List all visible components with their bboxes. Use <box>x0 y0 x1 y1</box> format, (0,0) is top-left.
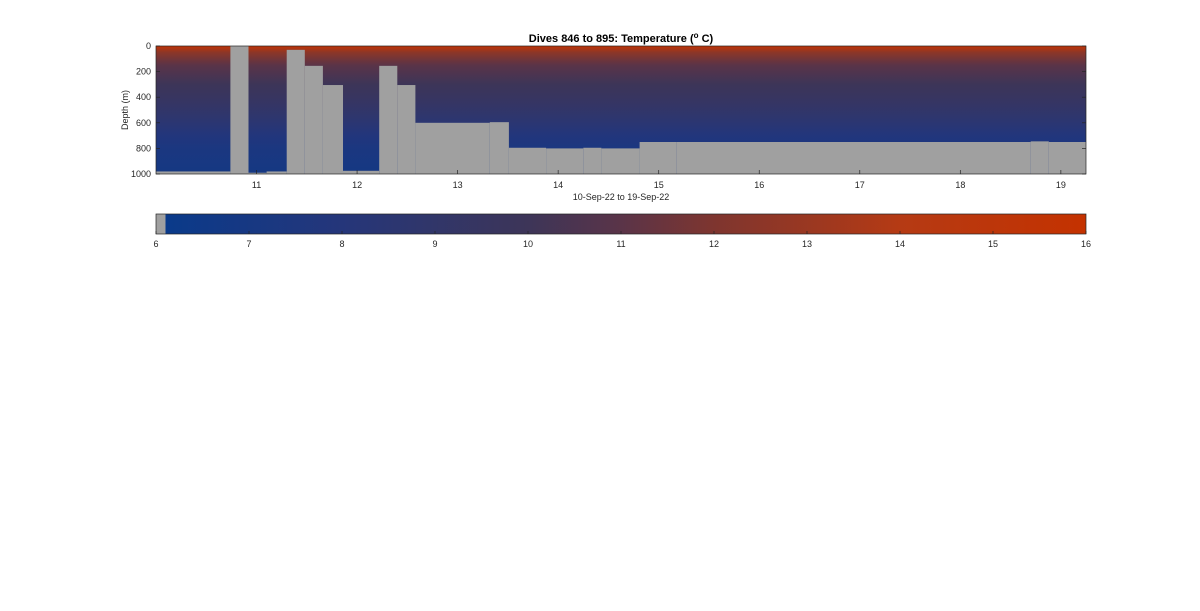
x-tick-label: 17 <box>855 180 865 190</box>
colorbar-tick-label: 13 <box>802 239 812 249</box>
no-data-region <box>397 85 416 174</box>
y-tick-label: 0 <box>146 41 151 51</box>
colorbar-tick-label: 9 <box>432 239 437 249</box>
x-tick-label: 16 <box>754 180 764 190</box>
no-data-region <box>508 147 547 174</box>
no-data-regions <box>156 46 1086 175</box>
no-data-region <box>1030 141 1049 174</box>
colorbar-tick-label: 11 <box>616 239 625 249</box>
no-data-region <box>415 122 490 174</box>
y-tick-label: 800 <box>136 143 151 153</box>
no-data-region <box>546 148 584 174</box>
colorbar-tick-label: 14 <box>895 239 905 249</box>
x-tick-label: 13 <box>453 180 463 190</box>
no-data-region <box>286 49 305 175</box>
x-axis-label: 10-Sep-22 to 19-Sep-22 <box>573 192 670 202</box>
chart-title-suffix: C) <box>699 33 714 45</box>
plot-area: 11 12 13 14 15 16 17 18 19 0 200 400 600 800 1000 <box>131 41 1087 190</box>
y-tick-label: 1000 <box>131 169 151 179</box>
no-data-region <box>601 148 640 174</box>
colorbar-tick-label: 6 <box>153 239 158 249</box>
y-tick-label: 400 <box>136 92 151 102</box>
x-tick-label: 12 <box>352 180 362 190</box>
no-data-region <box>266 171 287 174</box>
colorbar-tick-label: 15 <box>988 239 998 249</box>
x-axis: 11 12 13 14 15 16 17 18 19 <box>252 170 1066 190</box>
no-data-region <box>583 147 602 174</box>
no-data-region <box>304 65 323 174</box>
no-data-region <box>379 65 398 174</box>
colorbar-ticks: 6 7 8 9 10 11 12 13 14 15 16 <box>153 231 1091 249</box>
chart-title-superscript: o <box>694 31 699 40</box>
y-tick-label: 600 <box>136 118 151 128</box>
no-data-region <box>322 85 344 174</box>
no-data-region <box>489 122 509 174</box>
x-tick-label: 19 <box>1056 180 1066 190</box>
x-tick-label: 14 <box>553 180 563 190</box>
x-tick-label: 11 <box>252 180 261 190</box>
colorbar-tick-label: 8 <box>339 239 344 249</box>
x-tick-label: 18 <box>955 180 965 190</box>
y-axis: 0 200 400 600 800 1000 <box>131 41 1086 179</box>
chart-title: Dives 846 to 895: Temperature (o C) <box>529 31 714 45</box>
no-data-region <box>639 142 677 174</box>
no-data-region <box>343 170 380 174</box>
y-tick-label: 200 <box>136 67 151 77</box>
colorbar-tick-label: 12 <box>709 239 719 249</box>
y-axis-label: Depth (m) <box>120 90 130 130</box>
chart-title-main: Dives 846 to 895: Temperature ( <box>529 33 694 45</box>
colorbar-tick-label: 16 <box>1081 239 1091 249</box>
no-data-region <box>156 171 231 174</box>
no-data-region <box>676 142 1031 174</box>
no-data-region <box>1048 142 1086 174</box>
colorbar-tick-label: 7 <box>246 239 251 249</box>
no-data-region <box>248 172 267 174</box>
x-tick-label: 15 <box>654 180 664 190</box>
colorbar: 6 7 8 9 10 11 12 13 14 15 16 <box>153 213 1091 249</box>
no-data-region <box>230 46 249 174</box>
plot-frame <box>155 45 1087 175</box>
colorbar-tick-label: 10 <box>523 239 533 249</box>
